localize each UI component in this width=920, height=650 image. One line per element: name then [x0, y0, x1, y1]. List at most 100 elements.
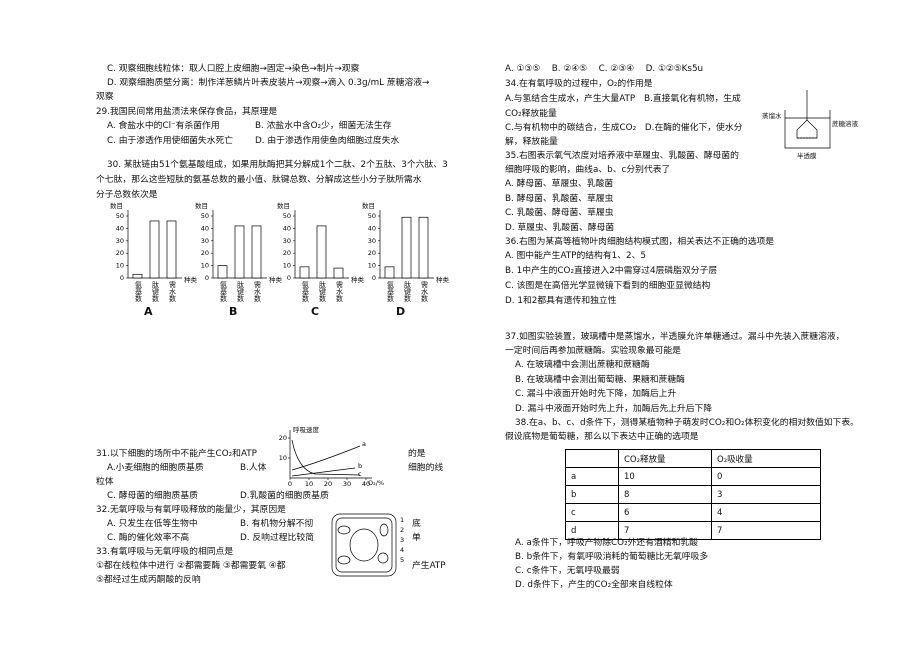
y-tick-label: 50 — [201, 212, 209, 220]
text-line: 分子总数依次是 — [96, 190, 158, 200]
structure-label: 3 — [400, 536, 404, 544]
curve — [291, 467, 356, 477]
structure-label: 4 — [400, 546, 404, 554]
y-tick-label: 20 — [279, 434, 287, 442]
y-axis-title: 呼吸速度 — [293, 426, 319, 434]
category-label: 需水数 — [335, 281, 344, 302]
text-line: D. 观察细胞质壁分离：制作洋葱鳞片叶表皮装片→观察→滴入 0.3g/mL 蔗糖… — [107, 78, 430, 88]
y-tick-label: 50 — [368, 212, 376, 220]
resp-curves — [291, 439, 361, 477]
x-tick-label: 40 — [362, 480, 370, 488]
text-line: D. 漏斗中液面开始时先上升，加酶后先上升后下降 — [515, 404, 713, 414]
text-line: 观察 — [96, 92, 114, 102]
table-header: CO₂释放量 O₂吸收量 — [565, 449, 821, 468]
y-tick-label: 30 — [283, 237, 291, 245]
corner-cell — [565, 449, 619, 468]
text-line: C. 由于渗透作用使细菌失水死亡 — [107, 136, 234, 146]
bar — [234, 225, 245, 279]
y-axis-title: 数目 — [110, 202, 123, 210]
text-line: C. c条件下，无氧呼吸最弱 — [515, 566, 620, 576]
data-table: CO₂释放量 O₂吸收量 a 10 0 b 8 3 c 6 4 d 7 7 — [565, 449, 821, 540]
y-tick-label: 20 — [283, 249, 291, 257]
text-line: 29.我国民间常用盐渍法来保存食品，其原理是 — [96, 107, 278, 117]
bar — [333, 267, 344, 279]
bar — [217, 265, 228, 279]
text-line: A.与氢结合生成水，产生大量ATP B.直接氧化有机物，生成 — [505, 94, 741, 104]
cell-wall — [331, 513, 397, 577]
funnel — [796, 119, 818, 139]
text-line: D. d条件下，产生的CO₂全部来自线粒体 — [515, 580, 673, 590]
text-line: 的是 — [408, 449, 426, 459]
curve-label: a — [362, 440, 366, 448]
bar — [149, 220, 160, 279]
table-cell: c — [565, 503, 619, 522]
text-line: 30. 某肽链由51个氨基酸组成，如果用肽酶把其分解成1个二肽、2个五肽、3个六… — [107, 160, 448, 170]
text-line: 细胞呼吸的影响，曲线a、b、c分别代表了 — [505, 165, 671, 175]
y-tick-label: 40 — [368, 224, 376, 232]
bar — [316, 225, 327, 279]
text-line: 底 — [412, 519, 421, 529]
text-line: D. 反响过程比较简 — [240, 533, 314, 543]
chart-label: C — [311, 305, 320, 318]
y-tick-label: 50 — [116, 212, 124, 220]
x-tick-label: 10 — [305, 480, 313, 488]
beaker-diagram — [784, 90, 831, 149]
mitochondrion — [379, 523, 389, 537]
cell-diagram — [331, 513, 397, 577]
y-tick-label: 40 — [283, 224, 291, 232]
text-line: 粒体 — [96, 477, 114, 487]
y-tick-label: 0 — [287, 274, 291, 282]
y-tick-label: 10 — [116, 262, 124, 270]
text-line: D.乳酸菌的细胞质基质 — [240, 491, 329, 501]
chloroplast — [337, 525, 351, 535]
category-label: 肽键数 — [318, 281, 327, 302]
text-line: 32.无氧呼吸与有氧呼吸释放的能量少，其原因是 — [96, 505, 286, 515]
text-line: C. 酶的催化效率不高 — [107, 533, 190, 543]
diagram-label: 蔗糖溶液 — [832, 120, 858, 128]
y-tick-label: 10 — [279, 454, 287, 462]
diagram-label: 半透膜 — [797, 152, 817, 160]
x-axis-title: 种类 — [269, 276, 282, 284]
text-line: A. 只发生在低等生物中 — [107, 519, 198, 529]
y-tick-label: 20 — [201, 249, 209, 257]
text-line: C. 观察细胞线粒体：取人口腔上皮细胞→固定→染色→制片→观察 — [107, 64, 360, 74]
diagram-label: 蒸馏水 — [762, 112, 782, 120]
bar — [384, 266, 395, 279]
y-axis-title: 数目 — [362, 202, 375, 210]
x-axis-title: 种类 — [184, 276, 197, 284]
category-label: 氨基数 — [134, 281, 143, 302]
text-line: 33.有氧呼吸与无氧呼吸的相同点是 — [96, 547, 234, 557]
y-tick-label: 0 — [372, 274, 376, 282]
x-axis-title: 种类 — [351, 276, 364, 284]
text-line: A. 在玻璃槽中会测出蔗糖和蔗糖酶 — [515, 360, 650, 370]
x-tick-label: 0 — [288, 480, 292, 488]
chloroplast — [337, 555, 351, 565]
bar — [166, 220, 177, 279]
text-line: A. ①③⑤ B. ②④⑤ C. ②③④ D. ①②⑤Ks5u — [505, 64, 704, 74]
text-line: 个七肽，那么这些短肽的氨基总数的最小值、肽键总数、分解成这些小分子肽所需水 — [96, 175, 422, 185]
text-line: B. 有机物分解不彻 — [240, 519, 314, 529]
bar — [132, 273, 143, 279]
y-tick-label: 40 — [201, 224, 209, 232]
text-line: CO₂释放能量 — [505, 109, 557, 119]
header-cell: O₂吸收量 — [711, 449, 821, 468]
y-axis-title: 数目 — [195, 202, 208, 210]
text-line: 37.如图实验装置，玻璃槽中是蒸馏水，半透膜允许单糖通过。漏斗中先装入蔗糖溶液， — [505, 332, 845, 342]
x-axis-title: 种类 — [436, 276, 449, 284]
text-line: D. 草履虫、乳酸菌、酵母菌 — [505, 223, 615, 233]
curve — [291, 439, 361, 476]
category-label: 肽键数 — [403, 281, 412, 302]
text-line: B. 在玻璃槽中会测出葡萄糖、果糖和蔗糖酶 — [515, 375, 685, 385]
text-line: B. 浓盐水中含O₂少，细菌无法生存 — [255, 121, 392, 131]
chart-label: D — [396, 305, 406, 318]
chart-label: A — [144, 305, 153, 318]
text-line: C. 漏斗中液面开始时先下降，加酶后上升 — [515, 389, 677, 399]
chart-label: B — [229, 305, 238, 318]
table-cell: 6 — [618, 503, 712, 522]
category-label: 氨基数 — [219, 281, 228, 302]
text-line: B. 酵母菌、乳酸菌、草履虫 — [505, 194, 614, 204]
